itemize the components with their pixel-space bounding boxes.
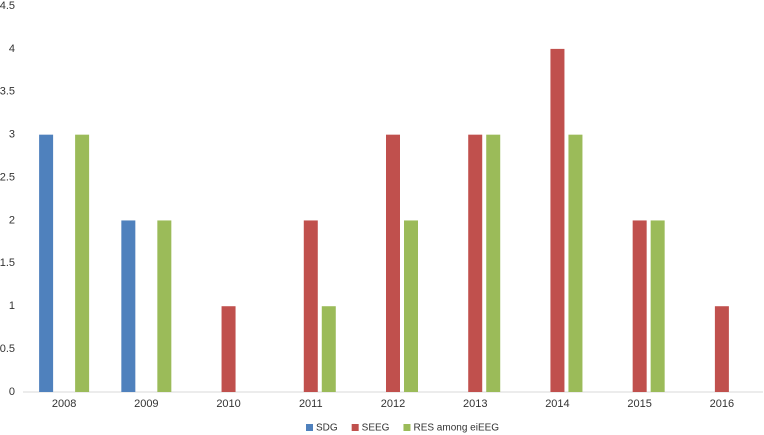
bar xyxy=(568,134,583,392)
bar xyxy=(632,220,647,392)
bar xyxy=(386,134,400,392)
bar xyxy=(75,134,90,392)
x-tick-label: 2011 xyxy=(299,398,323,410)
x-tick-label: 2013 xyxy=(463,398,487,410)
legend-swatch xyxy=(351,424,359,431)
y-tick-label: 4.5 xyxy=(0,0,15,12)
bar xyxy=(39,134,54,392)
x-tick-label: 2012 xyxy=(381,398,405,410)
bar xyxy=(321,306,336,392)
x-tick-label: 2014 xyxy=(545,398,569,410)
legend-label: RES among eiEEG xyxy=(413,423,499,434)
bar xyxy=(303,220,318,392)
bar xyxy=(486,134,501,392)
bar xyxy=(468,134,483,392)
y-tick-label: 2.5 xyxy=(0,171,15,183)
bar xyxy=(157,220,172,392)
y-tick-label: 0 xyxy=(9,386,15,398)
y-tick-label: 2 xyxy=(9,214,15,226)
y-tick-label: 3.5 xyxy=(0,86,15,98)
x-tick-label: 2016 xyxy=(710,398,734,410)
legend-label: SEEG xyxy=(362,423,390,434)
bar xyxy=(550,48,565,393)
bar xyxy=(650,220,665,392)
bar xyxy=(121,220,136,392)
bar xyxy=(221,306,236,392)
bar xyxy=(714,306,729,392)
x-tick-label: 2008 xyxy=(52,398,76,410)
y-tick-label: 3 xyxy=(9,129,15,141)
y-tick-label: 1 xyxy=(9,300,15,312)
x-tick-label: 2010 xyxy=(216,398,240,410)
legend-swatch xyxy=(306,424,313,431)
y-tick-label: 0.5 xyxy=(0,343,15,355)
bar xyxy=(404,220,418,392)
y-tick-label: 1.5 xyxy=(0,257,15,269)
x-tick-label: 2015 xyxy=(627,398,651,410)
legend-swatch xyxy=(403,424,411,431)
y-tick-label: 4 xyxy=(9,43,15,55)
legend-label: SDG xyxy=(316,423,338,434)
x-tick-label: 2009 xyxy=(134,398,158,410)
